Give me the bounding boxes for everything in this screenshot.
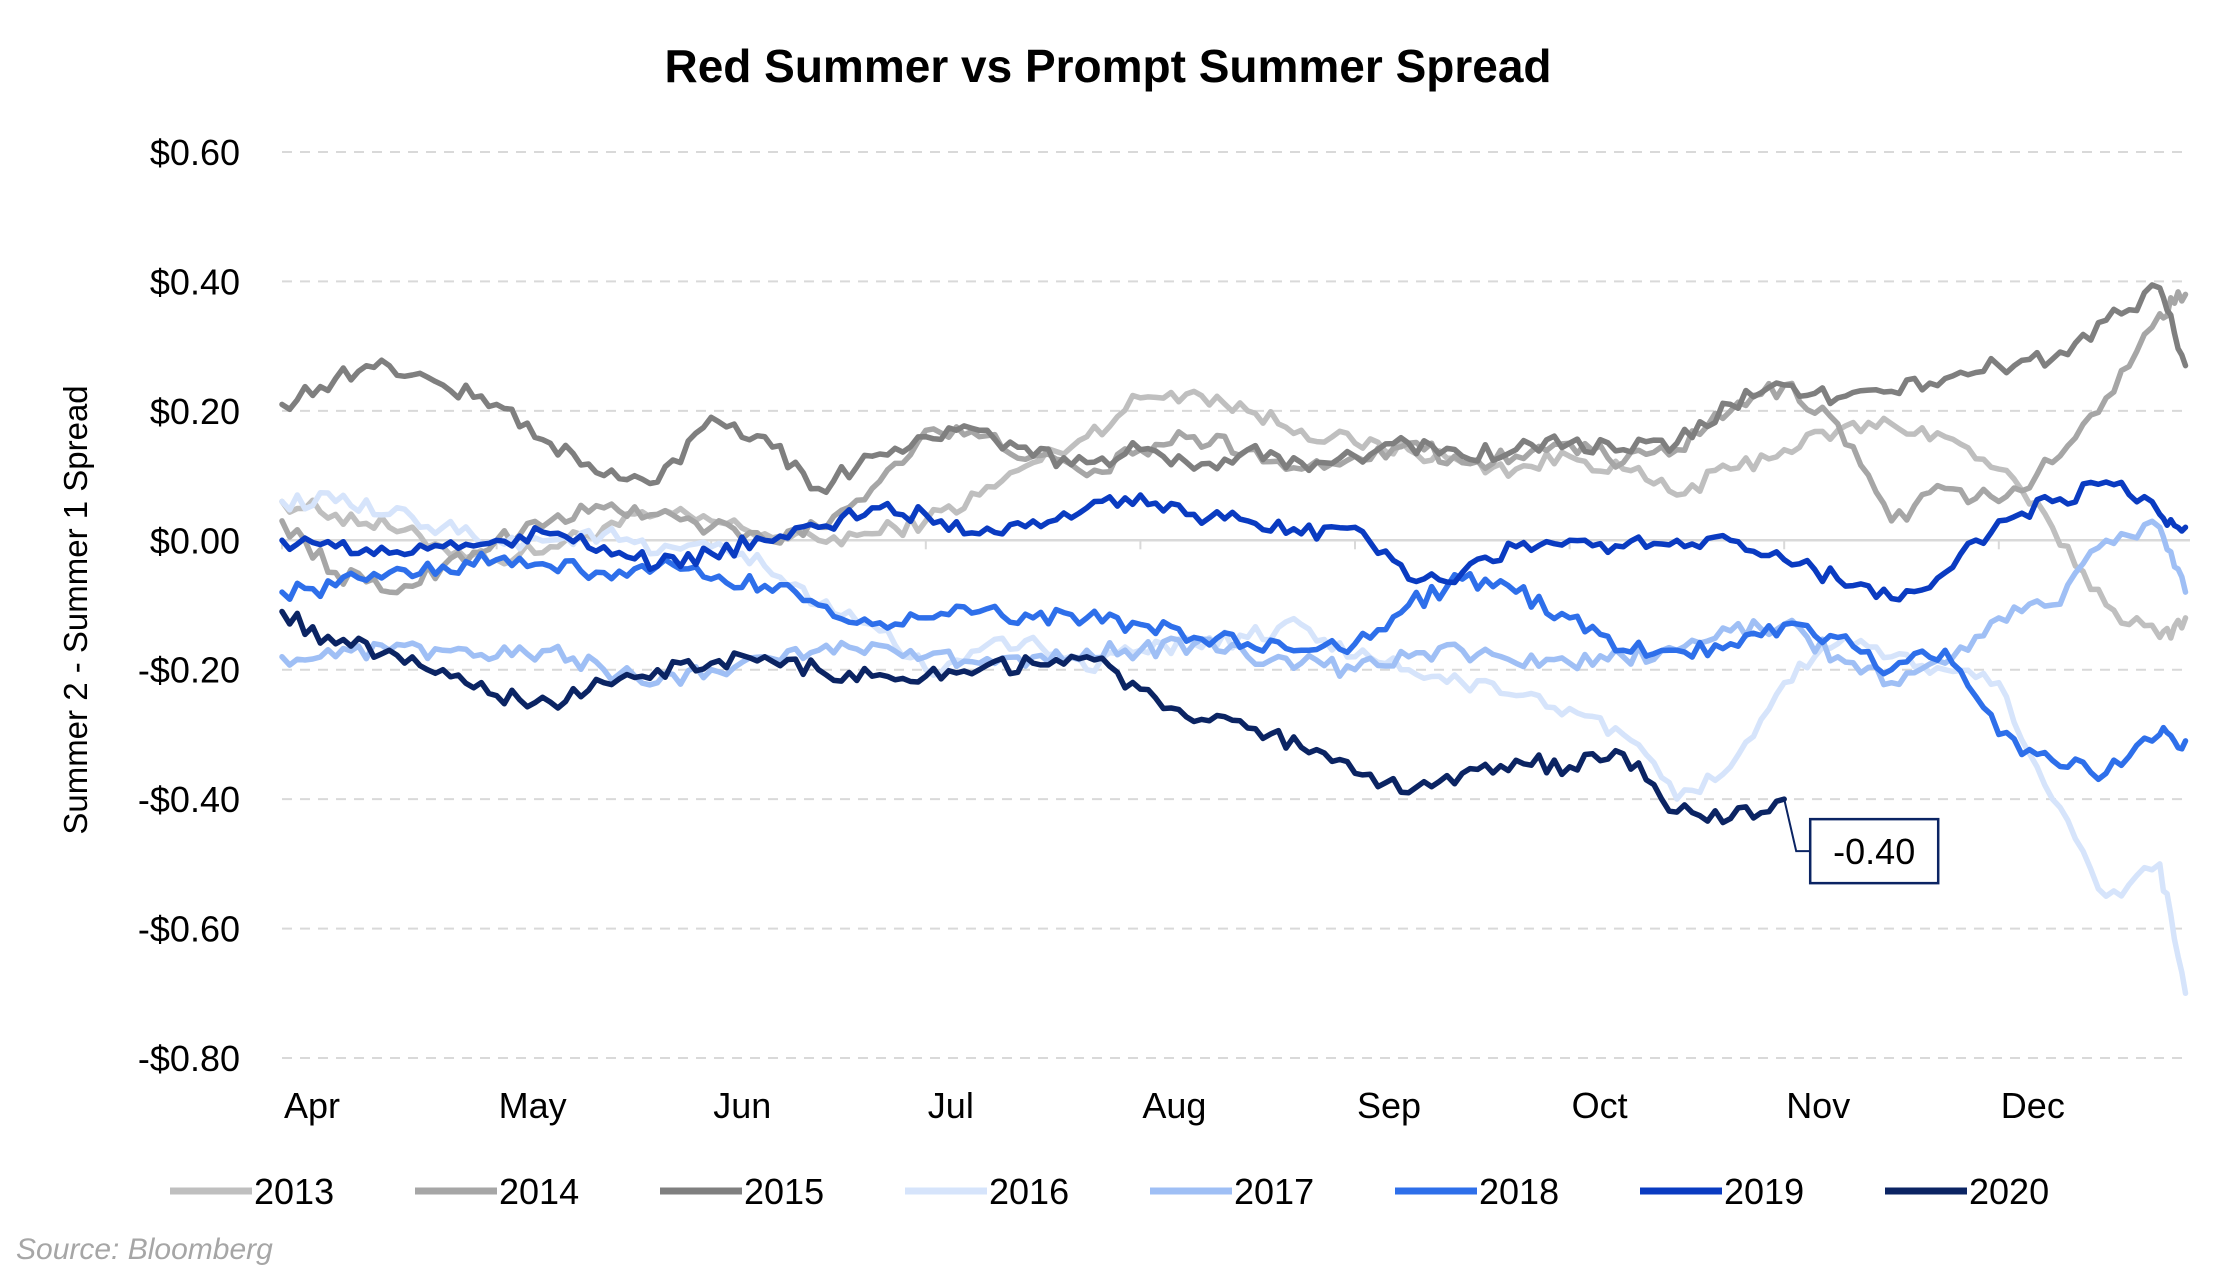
source-note: Source: Bloomberg bbox=[16, 1233, 273, 1266]
series-line-2015 bbox=[279, 282, 2189, 496]
y-tick-label: $0.00 bbox=[150, 520, 240, 561]
x-tick-label: Jun bbox=[713, 1085, 771, 1126]
x-tick-label: Nov bbox=[1786, 1085, 1850, 1126]
y-axis-ticks: $0.60 $0.40 $0.20 $0.00 -$0.20 -$0.40 -$0.60 -$… bbox=[138, 132, 240, 1079]
series-line-2018 bbox=[279, 550, 2189, 783]
legend-label-2017: 2017 bbox=[1234, 1171, 1314, 1212]
legend-label-2018: 2018 bbox=[1479, 1171, 1559, 1212]
gridlines bbox=[282, 151, 2190, 1059]
x-tick-label: Aug bbox=[1142, 1085, 1206, 1126]
x-tick-label: Sep bbox=[1357, 1085, 1421, 1126]
annotation-box bbox=[1808, 817, 1940, 885]
x-tick-label: Apr bbox=[284, 1085, 340, 1126]
x-axis-ticks: Apr May Jun Jul Aug Sep Oct Nov Dec bbox=[284, 1085, 2065, 1126]
y-tick-label: $0.40 bbox=[150, 261, 240, 302]
legend-label-2014: 2014 bbox=[499, 1171, 579, 1212]
series-line-2016 bbox=[279, 490, 2189, 997]
series-lines bbox=[279, 282, 2189, 997]
y-axis-label: Summer 2 - Summer 1 Spread bbox=[57, 385, 94, 834]
y-tick-label: -$0.80 bbox=[138, 1038, 240, 1079]
annotation-label: -0.40 bbox=[1833, 831, 1915, 872]
legend-label-2013: 2013 bbox=[254, 1171, 334, 1212]
y-tick-label: $0.20 bbox=[150, 391, 240, 432]
series-line-2020 bbox=[279, 608, 1787, 826]
y-tick-label: -$0.60 bbox=[138, 909, 240, 950]
series-line-2019 bbox=[279, 479, 2189, 603]
x-tick-label: Oct bbox=[1572, 1085, 1628, 1126]
legend-label-2016: 2016 bbox=[989, 1171, 1069, 1212]
series-line-2013 bbox=[279, 388, 2189, 641]
y-tick-label: $0.60 bbox=[150, 132, 240, 173]
annotation: -0.40 bbox=[1783, 798, 1940, 885]
legend-label-2015: 2015 bbox=[744, 1171, 824, 1212]
x-tick-label: Dec bbox=[2001, 1085, 2065, 1126]
series-line-2017 bbox=[279, 518, 2189, 688]
annotation-leader bbox=[1783, 798, 1811, 853]
chart-title: Red Summer vs Prompt Summer Spread bbox=[664, 40, 1551, 92]
series-line-2014 bbox=[279, 289, 2189, 596]
legend-label-2020: 2020 bbox=[1969, 1171, 2049, 1212]
x-tick-label: May bbox=[499, 1085, 567, 1126]
legend: 2013 2014 2015 2016 2017 2018 2019 2020 bbox=[170, 1171, 2049, 1212]
legend-label-2019: 2019 bbox=[1724, 1171, 1804, 1212]
y-tick-label: -$0.20 bbox=[138, 650, 240, 691]
y-tick-label: -$0.40 bbox=[138, 779, 240, 820]
x-tick-label: Jul bbox=[928, 1085, 974, 1126]
